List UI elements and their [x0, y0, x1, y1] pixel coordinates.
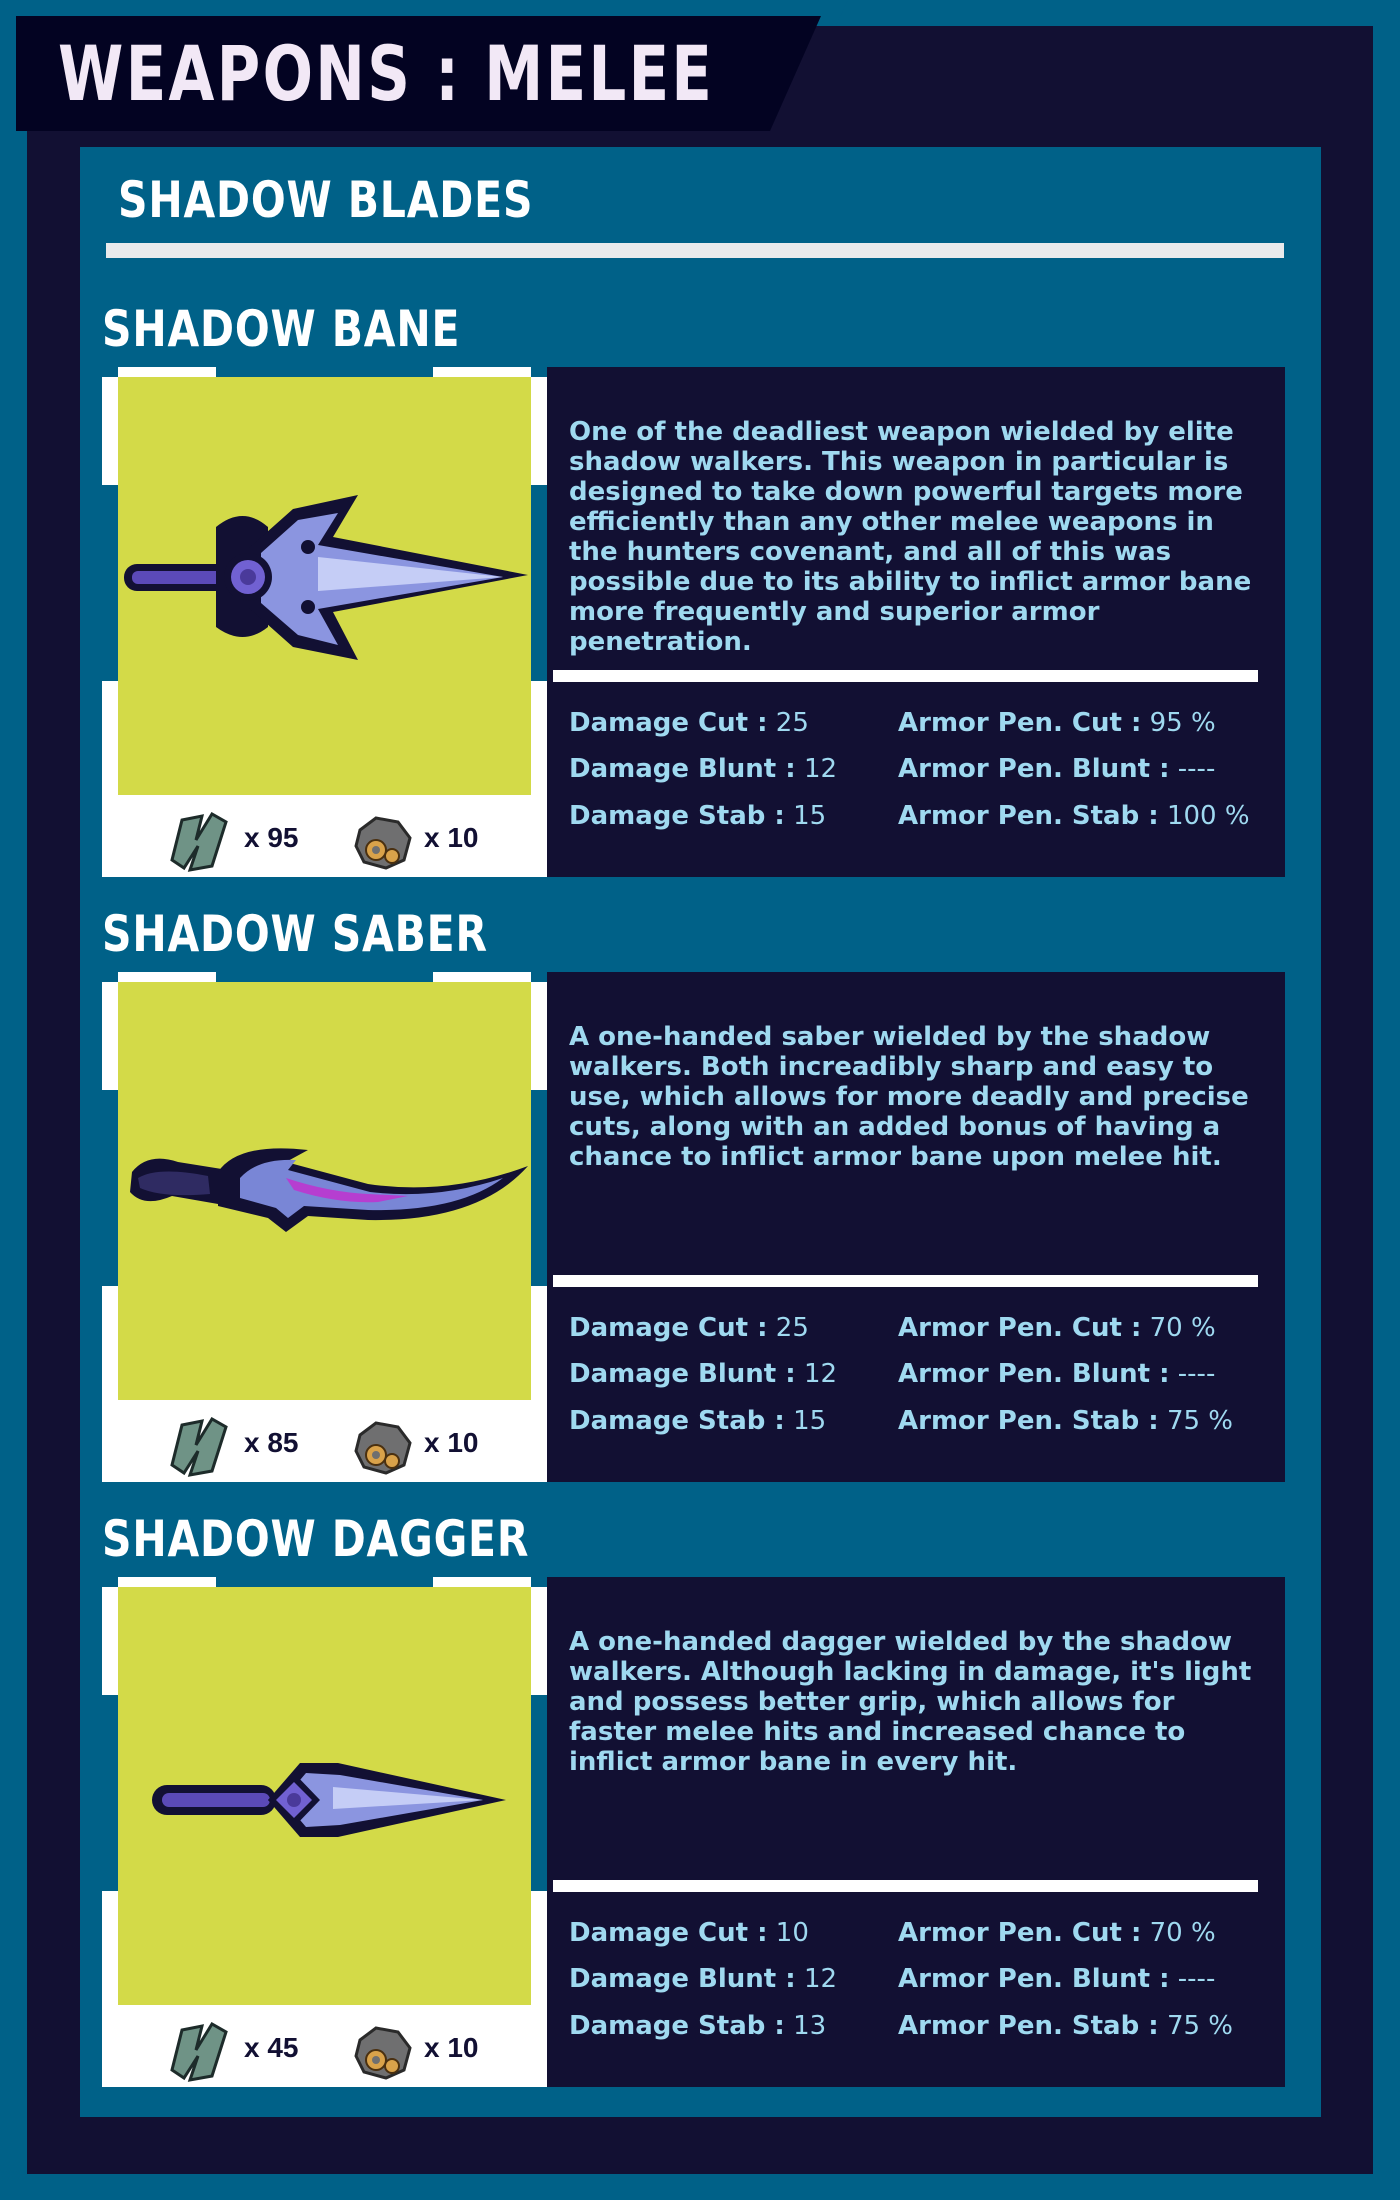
frame-notch	[531, 1090, 547, 1286]
stat-damage-stab: Damage Stab : 13	[569, 2011, 827, 2041]
weapon-name: SHADOW BANE	[102, 300, 461, 358]
frame-notch	[216, 972, 433, 982]
weapon-description: One of the deadliest weapon wielded by e…	[569, 417, 1252, 657]
weapons-panel: SHADOW BLADES SHADOW BANE	[80, 147, 1321, 2117]
frame-notch	[216, 1577, 433, 1587]
scrap-metal-icon	[170, 2022, 228, 2082]
weapon-card-shadow-bane[interactable]: SHADOW BANE	[102, 299, 1285, 904]
stat-armor-pen-stab: Armor Pen. Stab : 100 %	[898, 801, 1250, 831]
weapon-card-body: x 85 x 10 A one-handed saber wielded by …	[102, 972, 1285, 1482]
frame-notch	[102, 1090, 118, 1286]
stat-armor-pen-cut: Armor Pen. Cut : 70 %	[898, 1918, 1216, 1948]
stat-damage-cut: Damage Cut : 25	[569, 1313, 809, 1343]
weapon-image-frame	[102, 367, 547, 877]
scrap-metal-icon	[170, 812, 228, 872]
frame-notch	[102, 1695, 118, 1891]
scrap-cost: x 45	[244, 2032, 299, 2063]
frame-notch	[531, 972, 547, 982]
stat-damage-blunt: Damage Blunt : 12	[569, 754, 838, 784]
weapon-card-body: x 45 x 10 A one-handed dagger wielded by…	[102, 1577, 1285, 2087]
frame-notch	[531, 1577, 547, 1587]
page-title: WEAPONS : MELEE	[58, 29, 715, 118]
stat-armor-pen-blunt: Armor Pen. Blunt : ----	[898, 1359, 1216, 1389]
title-banner	[16, 16, 821, 131]
weapon-description: A one-handed saber wielded by the shadow…	[569, 1022, 1249, 1172]
gears-icon	[354, 816, 412, 870]
gears-icon	[354, 2026, 412, 2080]
section-title: SHADOW BLADES	[118, 171, 534, 229]
shadow-saber-icon	[130, 1148, 528, 1232]
frame-notch	[531, 485, 547, 681]
frame-notch	[531, 1695, 547, 1891]
frame-notch	[531, 367, 547, 377]
section-divider	[106, 243, 1284, 258]
stat-damage-stab: Damage Stab : 15	[569, 1406, 827, 1436]
crafting-cost: x 85 x 10	[102, 1407, 547, 1482]
scrap-metal-icon	[170, 1417, 228, 1477]
description-divider	[553, 1275, 1258, 1287]
stat-damage-cut: Damage Cut : 25	[569, 708, 809, 738]
description-divider	[553, 670, 1258, 682]
weapon-image-frame	[102, 1577, 547, 2087]
stat-damage-blunt: Damage Blunt : 12	[569, 1964, 838, 1994]
stat-damage-stab: Damage Stab : 15	[569, 801, 827, 831]
weapon-card-body: x 95 x 10 One of the deadliest weapon wi…	[102, 367, 1285, 877]
shadow-bane-sword-icon	[124, 495, 528, 660]
gear-cost: x 10	[424, 1427, 479, 1458]
weapon-description: A one-handed dagger wielded by the shado…	[569, 1627, 1252, 1777]
crafting-cost: x 95 x 10	[102, 802, 547, 877]
stat-armor-pen-stab: Armor Pen. Stab : 75 %	[898, 1406, 1233, 1436]
stat-armor-pen-cut: Armor Pen. Cut : 70 %	[898, 1313, 1216, 1343]
shadow-dagger-icon	[152, 1763, 506, 1837]
description-divider	[553, 1880, 1258, 1892]
stat-damage-cut: Damage Cut : 10	[569, 1918, 809, 1948]
scrap-cost: x 85	[244, 1427, 299, 1458]
weapon-card-shadow-dagger[interactable]: SHADOW DAGGER	[102, 1509, 1285, 2114]
weapon-card-shadow-saber[interactable]: SHADOW SABER	[102, 904, 1285, 1509]
frame-notch	[102, 367, 118, 377]
frame-notch	[102, 972, 118, 982]
stat-armor-pen-stab: Armor Pen. Stab : 75 %	[898, 2011, 1233, 2041]
crafting-cost: x 45 x 10	[102, 2012, 547, 2087]
gear-cost: x 10	[424, 2032, 479, 2063]
weapon-name: SHADOW DAGGER	[102, 1510, 530, 1568]
gears-icon	[354, 1421, 412, 1475]
frame-notch	[216, 367, 433, 377]
stat-armor-pen-blunt: Armor Pen. Blunt : ----	[898, 1964, 1216, 1994]
weapon-image-frame	[102, 972, 547, 1482]
frame-notch	[102, 1577, 118, 1587]
stat-armor-pen-cut: Armor Pen. Cut : 95 %	[898, 708, 1216, 738]
stat-damage-blunt: Damage Blunt : 12	[569, 1359, 838, 1389]
stat-armor-pen-blunt: Armor Pen. Blunt : ----	[898, 754, 1216, 784]
gear-cost: x 10	[424, 822, 479, 853]
scrap-cost: x 95	[244, 822, 299, 853]
weapon-name: SHADOW SABER	[102, 905, 488, 963]
frame-notch	[102, 485, 118, 681]
